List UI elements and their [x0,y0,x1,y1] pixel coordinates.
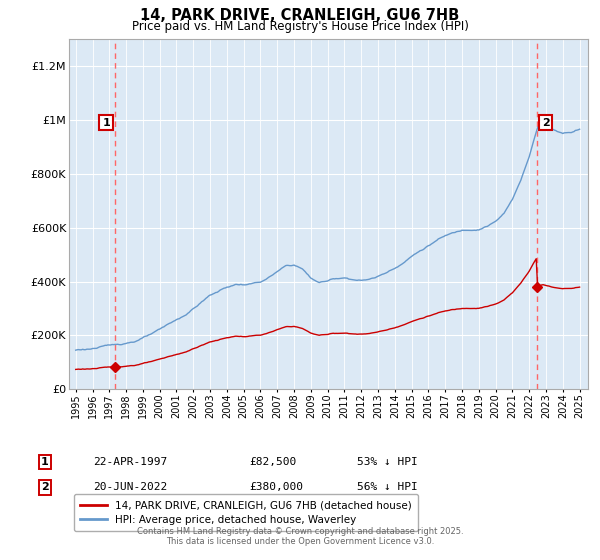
Legend: 14, PARK DRIVE, CRANLEIGH, GU6 7HB (detached house), HPI: Average price, detache: 14, PARK DRIVE, CRANLEIGH, GU6 7HB (deta… [74,494,418,531]
Text: 2: 2 [41,482,49,492]
Text: 2: 2 [542,118,550,128]
Text: Contains HM Land Registry data © Crown copyright and database right 2025.
This d: Contains HM Land Registry data © Crown c… [137,526,463,546]
Text: 20-JUN-2022: 20-JUN-2022 [93,482,167,492]
Text: £82,500: £82,500 [249,457,296,467]
Text: 56% ↓ HPI: 56% ↓ HPI [357,482,418,492]
Text: 53% ↓ HPI: 53% ↓ HPI [357,457,418,467]
Text: 1: 1 [102,118,110,128]
Text: Price paid vs. HM Land Registry's House Price Index (HPI): Price paid vs. HM Land Registry's House … [131,20,469,32]
Text: 14, PARK DRIVE, CRANLEIGH, GU6 7HB: 14, PARK DRIVE, CRANLEIGH, GU6 7HB [140,8,460,24]
Text: 22-APR-1997: 22-APR-1997 [93,457,167,467]
Text: £380,000: £380,000 [249,482,303,492]
Text: 1: 1 [41,457,49,467]
